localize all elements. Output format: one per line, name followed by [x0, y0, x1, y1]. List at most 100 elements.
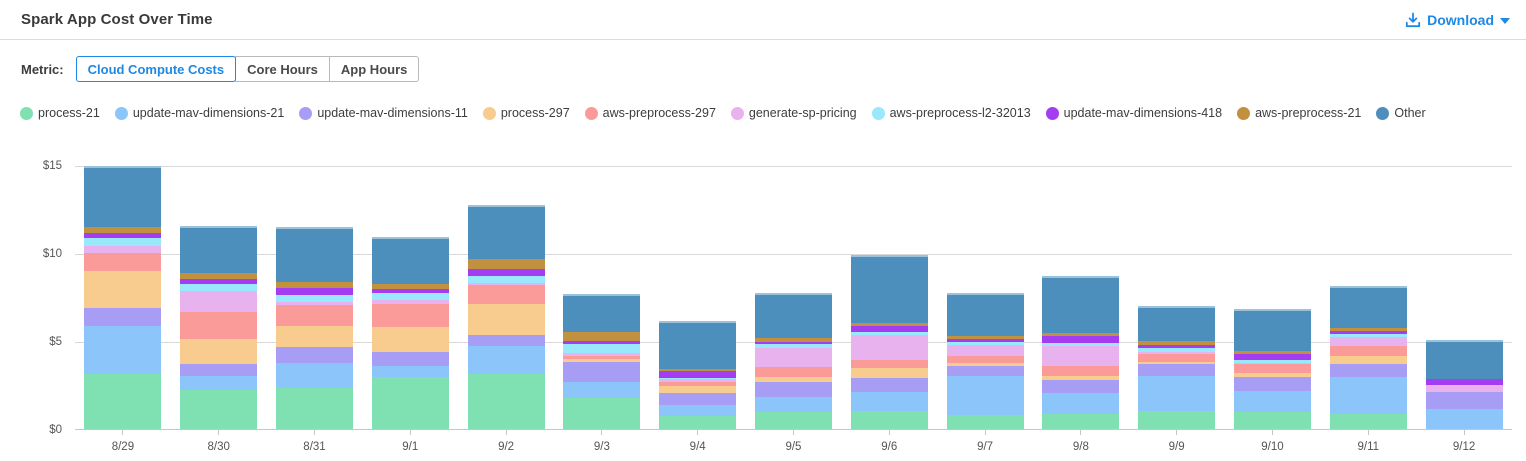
bar-segment-update-mav-dimensions-418[interactable]	[563, 340, 641, 344]
bar-segment-aws-preprocess-l2-32013[interactable]	[659, 377, 737, 380]
bar-9-10[interactable]	[1233, 308, 1311, 430]
bar-segment-update-mav-dimensions-11[interactable]	[467, 334, 545, 346]
bar-segment-aws-preprocess-21[interactable]	[371, 283, 449, 290]
bar-segment-process-21[interactable]	[563, 398, 641, 430]
bar-segment-update-mav-dimensions-21[interactable]	[275, 362, 353, 388]
legend-item-aws-preprocess-l2-32013[interactable]: aws-preprocess-l2-32013	[871, 106, 1031, 120]
bar-segment-generate-sp-pricing[interactable]	[563, 352, 641, 357]
bar-segment-other[interactable]	[1329, 286, 1407, 329]
bar-segment-aws-preprocess-l2-32013[interactable]	[467, 276, 545, 284]
bar-segment-generate-sp-pricing[interactable]	[275, 302, 353, 306]
legend-item-process-21[interactable]: process-21	[20, 106, 100, 120]
bar-segment-update-mav-dimensions-418[interactable]	[180, 279, 258, 284]
bar-segment-aws-preprocess-l2-32013[interactable]	[275, 295, 353, 303]
bar-segment-aws-preprocess-21[interactable]	[467, 259, 545, 270]
bar-segment-aws-preprocess-21[interactable]	[1042, 333, 1120, 337]
bar-segment-update-mav-dimensions-21[interactable]	[1042, 393, 1120, 414]
bar-segment-generate-sp-pricing[interactable]	[371, 299, 449, 304]
bar-segment-other[interactable]	[1138, 306, 1216, 342]
bar-segment-other[interactable]	[659, 321, 737, 370]
bar-segment-aws-preprocess-297[interactable]	[850, 360, 928, 369]
bar-segment-update-mav-dimensions-11[interactable]	[850, 378, 928, 392]
bar-9-8[interactable]	[1042, 276, 1120, 430]
legend-item-process-297[interactable]: process-297	[482, 106, 570, 120]
bar-segment-process-21[interactable]	[1042, 414, 1120, 430]
bar-segment-update-mav-dimensions-21[interactable]	[84, 326, 162, 375]
bar-segment-process-21[interactable]	[275, 387, 353, 430]
bar-segment-update-mav-dimensions-418[interactable]	[850, 326, 928, 333]
bar-segment-update-mav-dimensions-11[interactable]	[275, 346, 353, 363]
bar-segment-aws-preprocess-21[interactable]	[850, 323, 928, 327]
bar-segment-update-mav-dimensions-21[interactable]	[946, 375, 1024, 415]
bar-9-6[interactable]	[850, 254, 928, 430]
bar-segment-other[interactable]	[180, 226, 258, 274]
bar-segment-aws-preprocess-297[interactable]	[946, 356, 1024, 363]
bar-segment-process-21[interactable]	[1138, 411, 1216, 430]
bar-segment-aws-preprocess-21[interactable]	[1329, 328, 1407, 332]
bar-segment-process-21[interactable]	[754, 412, 832, 430]
bar-segment-update-mav-dimensions-418[interactable]	[371, 289, 449, 294]
bar-9-3[interactable]	[563, 293, 641, 430]
bar-segment-process-297[interactable]	[754, 376, 832, 382]
download-button[interactable]: Download	[1405, 12, 1510, 28]
metric-option-app-hours[interactable]: App Hours	[328, 56, 420, 82]
bar-8-31[interactable]	[275, 227, 353, 430]
bar-segment-process-297[interactable]	[1138, 362, 1216, 365]
bar-8-29[interactable]	[84, 166, 162, 430]
bar-9-7[interactable]	[946, 293, 1024, 430]
bar-segment-process-21[interactable]	[180, 390, 258, 430]
legend-item-update-mav-dimensions-418[interactable]: update-mav-dimensions-418	[1045, 106, 1222, 120]
legend-item-update-mav-dimensions-11[interactable]: update-mav-dimensions-11	[299, 106, 468, 120]
bar-segment-process-21[interactable]	[850, 411, 928, 430]
bar-segment-update-mav-dimensions-21[interactable]	[659, 404, 737, 416]
bar-segment-update-mav-dimensions-11[interactable]	[754, 381, 832, 397]
bar-segment-update-mav-dimensions-21[interactable]	[850, 392, 928, 411]
bar-segment-update-mav-dimensions-11[interactable]	[371, 352, 449, 366]
bar-segment-aws-preprocess-l2-32013[interactable]	[563, 343, 641, 353]
bar-9-5[interactable]	[754, 293, 832, 430]
bar-segment-process-21[interactable]	[1329, 414, 1407, 430]
bar-segment-generate-sp-pricing[interactable]	[946, 344, 1024, 357]
bar-segment-aws-preprocess-21[interactable]	[754, 337, 832, 342]
bar-segment-aws-preprocess-21[interactable]	[563, 331, 641, 341]
bar-segment-update-mav-dimensions-11[interactable]	[84, 307, 162, 327]
bar-segment-aws-preprocess-297[interactable]	[1233, 364, 1311, 374]
bar-segment-update-mav-dimensions-11[interactable]	[1425, 392, 1503, 410]
bar-segment-aws-preprocess-297[interactable]	[659, 381, 737, 387]
bar-segment-process-297[interactable]	[1329, 356, 1407, 364]
bar-segment-other[interactable]	[1425, 340, 1503, 380]
bar-segment-update-mav-dimensions-11[interactable]	[1233, 377, 1311, 391]
bar-segment-update-mav-dimensions-418[interactable]	[1042, 336, 1120, 344]
bar-segment-update-mav-dimensions-11[interactable]	[180, 363, 258, 376]
bar-segment-update-mav-dimensions-21[interactable]	[1233, 390, 1311, 412]
bar-9-2[interactable]	[467, 205, 545, 430]
bar-segment-update-mav-dimensions-21[interactable]	[371, 365, 449, 377]
bar-segment-generate-sp-pricing[interactable]	[1329, 337, 1407, 347]
bar-9-9[interactable]	[1138, 306, 1216, 430]
bar-segment-generate-sp-pricing[interactable]	[1425, 385, 1503, 393]
bar-segment-aws-preprocess-297[interactable]	[754, 366, 832, 377]
bar-segment-update-mav-dimensions-11[interactable]	[1329, 364, 1407, 377]
bar-segment-aws-preprocess-21[interactable]	[946, 335, 1024, 339]
bar-segment-other[interactable]	[850, 254, 928, 324]
legend-item-update-mav-dimensions-21[interactable]: update-mav-dimensions-21	[114, 106, 284, 120]
bar-segment-process-21[interactable]	[946, 415, 1024, 430]
bar-segment-generate-sp-pricing[interactable]	[180, 290, 258, 313]
bar-segment-update-mav-dimensions-11[interactable]	[563, 362, 641, 382]
bar-segment-update-mav-dimensions-21[interactable]	[1138, 376, 1216, 412]
bar-segment-aws-preprocess-l2-32013[interactable]	[1042, 343, 1120, 347]
bar-segment-aws-preprocess-l2-32013[interactable]	[371, 293, 449, 300]
bar-9-4[interactable]	[659, 321, 737, 430]
bar-segment-process-21[interactable]	[371, 377, 449, 430]
bar-9-11[interactable]	[1329, 286, 1407, 430]
bar-segment-other[interactable]	[275, 227, 353, 283]
bar-segment-aws-preprocess-l2-32013[interactable]	[754, 343, 832, 348]
bar-segment-aws-preprocess-l2-32013[interactable]	[1138, 348, 1216, 353]
bar-segment-other[interactable]	[1233, 308, 1311, 351]
bar-9-12[interactable]	[1425, 340, 1503, 430]
bar-segment-update-mav-dimensions-418[interactable]	[1329, 331, 1407, 335]
bar-segment-update-mav-dimensions-418[interactable]	[1138, 345, 1216, 349]
bar-segment-update-mav-dimensions-418[interactable]	[659, 371, 737, 378]
bar-segment-aws-preprocess-297[interactable]	[467, 284, 545, 304]
bar-segment-other[interactable]	[84, 166, 162, 227]
